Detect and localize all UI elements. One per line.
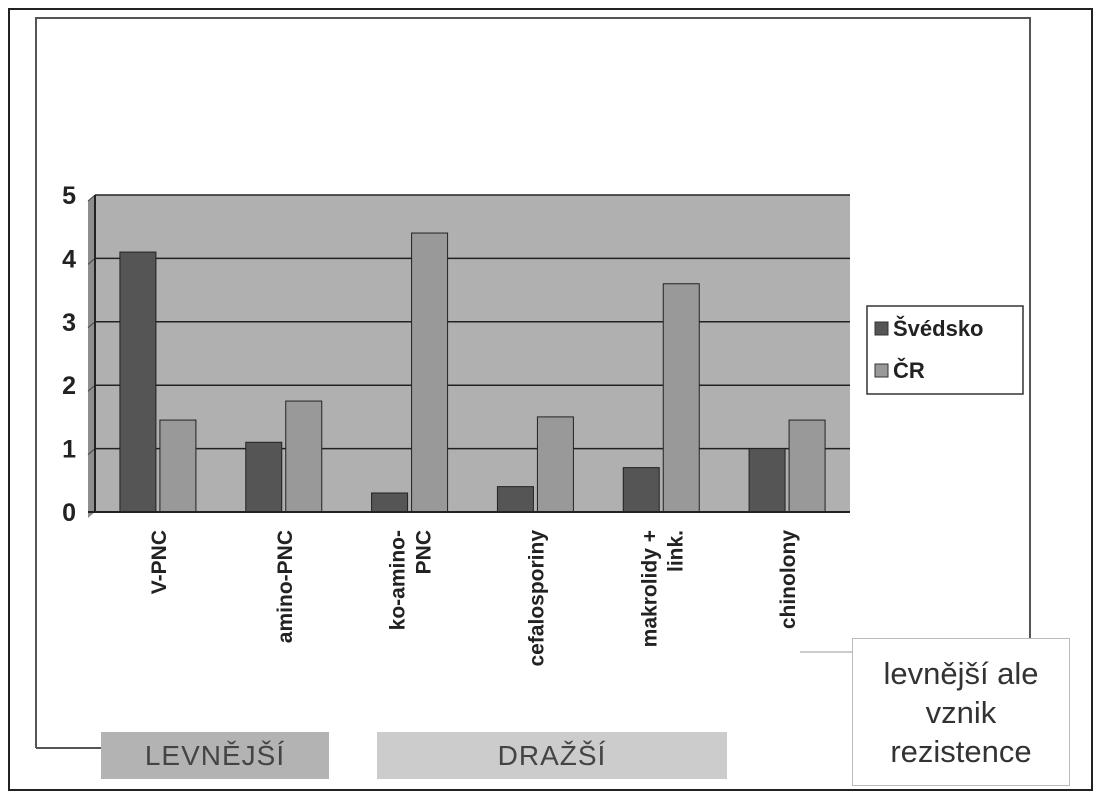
y-tick-label: 4	[62, 245, 76, 273]
gridlines	[87, 194, 850, 455]
gridline-wall	[87, 448, 96, 455]
x-tick-label-line: cefalosporiny	[525, 530, 548, 667]
x-tick-label: V-PNC	[148, 530, 171, 594]
bar-cr	[285, 400, 323, 513]
bar-cr	[788, 419, 826, 513]
legend-box	[866, 305, 1024, 395]
gridline-wall	[87, 258, 96, 265]
bar-svedsko	[119, 251, 157, 513]
bar-svedsko	[245, 441, 283, 513]
chart-area-border	[35, 17, 1031, 748]
bar-cr	[159, 419, 197, 513]
x-tick-label: amino-PNC	[274, 530, 297, 643]
y-tick-label: 2	[62, 372, 76, 400]
x-tick-label-line: PNC	[413, 530, 436, 574]
bars	[119, 232, 826, 513]
y-tick-label: 0	[62, 499, 76, 527]
legend: Švédsko ČR	[866, 305, 1024, 395]
plot-background	[95, 195, 850, 512]
legend-label-svedsko: Švédsko	[893, 316, 984, 341]
y-tick-label: 1	[62, 436, 76, 464]
bar-svedsko	[748, 448, 786, 513]
bar-cr	[662, 283, 700, 513]
legend-swatch-svedsko	[874, 321, 889, 336]
x-tick-label-line: chinolony	[777, 530, 800, 629]
callout-line-2: vznik	[925, 694, 997, 730]
y-axis-ticks: 0 1 2 3 4 5	[62, 182, 76, 527]
x-axis-labels: V-PNC amino-PNC ko-amino- PNC cefalosporiny m…	[148, 530, 800, 667]
callout-line-3: rezistence	[890, 733, 1032, 769]
bar-svedsko	[622, 467, 660, 513]
bar-svedsko	[496, 486, 534, 513]
callout-line-1: levnější ale	[883, 655, 1039, 691]
y-tick-label: 3	[62, 309, 76, 337]
bar-cr	[411, 232, 449, 513]
group-label-cheaper: LEVNĚJŠÍ	[101, 732, 329, 779]
legend-label-cr: ČR	[893, 358, 925, 383]
x-tick-label: chinolony	[777, 530, 800, 629]
bar-svedsko	[371, 492, 409, 513]
x-tick-label: cefalosporiny	[525, 530, 548, 667]
gridline-wall	[87, 321, 96, 329]
legend-swatch-cr	[874, 363, 889, 378]
x-tick-label-line: amino-PNC	[274, 530, 297, 643]
x-tick-label-line: link.	[664, 530, 687, 572]
x-tick-label-line: V-PNC	[148, 530, 171, 594]
gridline-wall	[87, 194, 96, 202]
group-label-expensive: DRAŽŠÍ	[377, 732, 727, 779]
callout-note: levnější ale vznik rezistence	[852, 638, 1070, 786]
gridline-wall	[87, 384, 96, 392]
x-tick-label-line: makrolidy +	[638, 530, 661, 647]
x-tick-label: makrolidy + link.	[638, 530, 687, 647]
y-tick-label: 5	[62, 182, 76, 210]
bar-cr	[536, 416, 574, 513]
x-tick-label-line: ko-amino-	[387, 530, 410, 630]
x-tick-label: ko-amino- PNC	[387, 530, 436, 630]
plot-side-wall	[88, 195, 95, 518]
